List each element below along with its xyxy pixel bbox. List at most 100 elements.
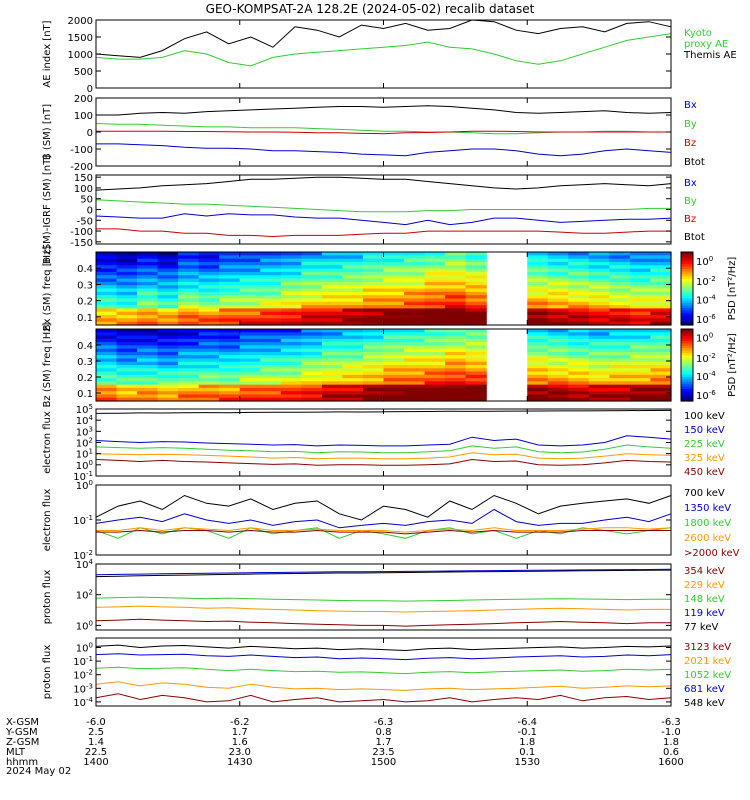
- heatmap-cell: [404, 384, 426, 389]
- heatmap-cell: [157, 384, 179, 389]
- heatmap-cell: [219, 348, 241, 353]
- heatmap-cell: [280, 342, 302, 346]
- heatmap-cell: [342, 355, 364, 360]
- heatmap-cell: [198, 381, 220, 386]
- heatmap-cell: [568, 252, 590, 256]
- heatmap-cell: [301, 391, 323, 396]
- heatmap-cell: [280, 288, 302, 293]
- heatmap-cell: [260, 295, 282, 300]
- x-row-value: -1.0: [661, 727, 681, 738]
- heatmap-cell: [609, 311, 631, 316]
- heatmap-cell: [342, 288, 364, 293]
- heatmap-cell: [568, 342, 590, 346]
- heatmap-cell: [116, 301, 138, 306]
- heatmap-cell: [198, 378, 220, 382]
- heatmap-cell: [239, 351, 261, 356]
- heatmap-cell: [260, 275, 282, 280]
- heatmap-cell: [404, 394, 426, 399]
- heatmap-cell: [116, 374, 138, 379]
- heatmap-cell: [383, 252, 405, 256]
- heatmap-cell: [650, 348, 672, 353]
- heatmap-cell: [239, 381, 261, 386]
- heatmap-cell: [445, 321, 467, 326]
- heatmap-cell: [629, 285, 652, 290]
- heatmap-cell: [527, 335, 549, 340]
- x-row-value: 1.7: [376, 737, 392, 748]
- heatmap-cell: [404, 265, 426, 270]
- heatmap-cell: [383, 295, 405, 300]
- heatmap-cell: [547, 291, 569, 296]
- heatmap-cell: [137, 305, 159, 310]
- y-tick-label: 102: [76, 437, 93, 450]
- heatmap-cell: [116, 378, 138, 382]
- heatmap-cell: [239, 305, 261, 310]
- colorbar-cell: [681, 273, 693, 277]
- x-row-value: 0.8: [376, 727, 392, 738]
- heatmap-cell: [527, 261, 549, 266]
- colorbar-cell: [681, 355, 693, 359]
- heatmap-cell: [362, 281, 385, 286]
- heatmap-cell: [547, 371, 569, 376]
- heatmap-cell: [96, 275, 118, 280]
- heatmap-cell: [137, 301, 159, 306]
- heatmap-cell: [260, 391, 282, 396]
- heatmap-cell: [404, 321, 426, 326]
- heatmap-cell: [609, 301, 631, 306]
- heatmap-cell: [424, 301, 446, 306]
- heatmap-cell: [239, 258, 261, 263]
- heatmap-cell: [362, 308, 385, 313]
- heatmap-cell: [609, 281, 631, 286]
- heatmap-cell: [280, 298, 302, 303]
- panel-e_high: 700 keV 1350 keV 1800 keV 2600 keV >2000 keV…: [42, 479, 740, 562]
- heatmap-cell: [445, 365, 467, 369]
- heatmap-cell: [465, 291, 487, 296]
- heatmap-cell: [362, 338, 385, 343]
- y-tick-label: 100: [76, 642, 93, 655]
- heatmap-cell: [321, 308, 344, 313]
- heatmap-cell: [445, 295, 467, 300]
- heatmap-cell: [321, 394, 344, 399]
- heatmap-cell: [137, 348, 159, 353]
- heatmap-cell: [321, 268, 344, 273]
- heatmap-cell: [137, 387, 159, 392]
- heatmap-cell: [321, 295, 344, 300]
- y-tick-label: 200: [74, 94, 93, 105]
- y-tick-label: 0.4: [77, 341, 93, 352]
- heatmap-cell: [650, 329, 672, 333]
- heatmap-cell: [116, 368, 138, 373]
- heatmap-cell: [137, 308, 159, 313]
- heatmap-cell: [445, 301, 467, 306]
- heatmap-cell: [178, 332, 200, 337]
- heatmap-cell: [116, 338, 138, 343]
- colorbar-tick-label: 10-2: [696, 352, 716, 365]
- heatmap-cell: [609, 351, 631, 356]
- heatmap-cell: [198, 278, 220, 283]
- heatmap-cell: [588, 374, 610, 379]
- heatmap-cell: [239, 285, 261, 290]
- heatmap-cell: [383, 378, 405, 382]
- heatmap-cell: [404, 387, 426, 392]
- heatmap-cell: [178, 351, 200, 356]
- heatmap-cell: [527, 391, 549, 396]
- heatmap-cell: [465, 332, 487, 337]
- series-line-b_sm_igrf-3: [96, 228, 671, 238]
- heatmap-cell: [137, 342, 159, 346]
- heatmap-cell: [527, 381, 549, 386]
- heatmap-cell: [116, 288, 138, 293]
- y-tick-label: 100: [76, 619, 93, 632]
- heatmap-cell: [465, 281, 487, 286]
- heatmap-cell: [404, 268, 426, 273]
- y-tick-label: 100: [74, 111, 93, 122]
- heatmap-cell: [198, 361, 220, 366]
- heatmap-cell: [650, 255, 672, 260]
- x-row-value: 1.8: [519, 737, 535, 748]
- heatmap-cell: [527, 268, 549, 273]
- heatmap-cell: [280, 255, 302, 260]
- heatmap-cell: [445, 258, 467, 263]
- heatmap-cell: [568, 397, 590, 402]
- heatmap-cell: [260, 348, 282, 353]
- x-row-value: 1500: [371, 757, 396, 768]
- heatmap-cell: [137, 368, 159, 373]
- series-line-e_low-3: [95, 452, 672, 460]
